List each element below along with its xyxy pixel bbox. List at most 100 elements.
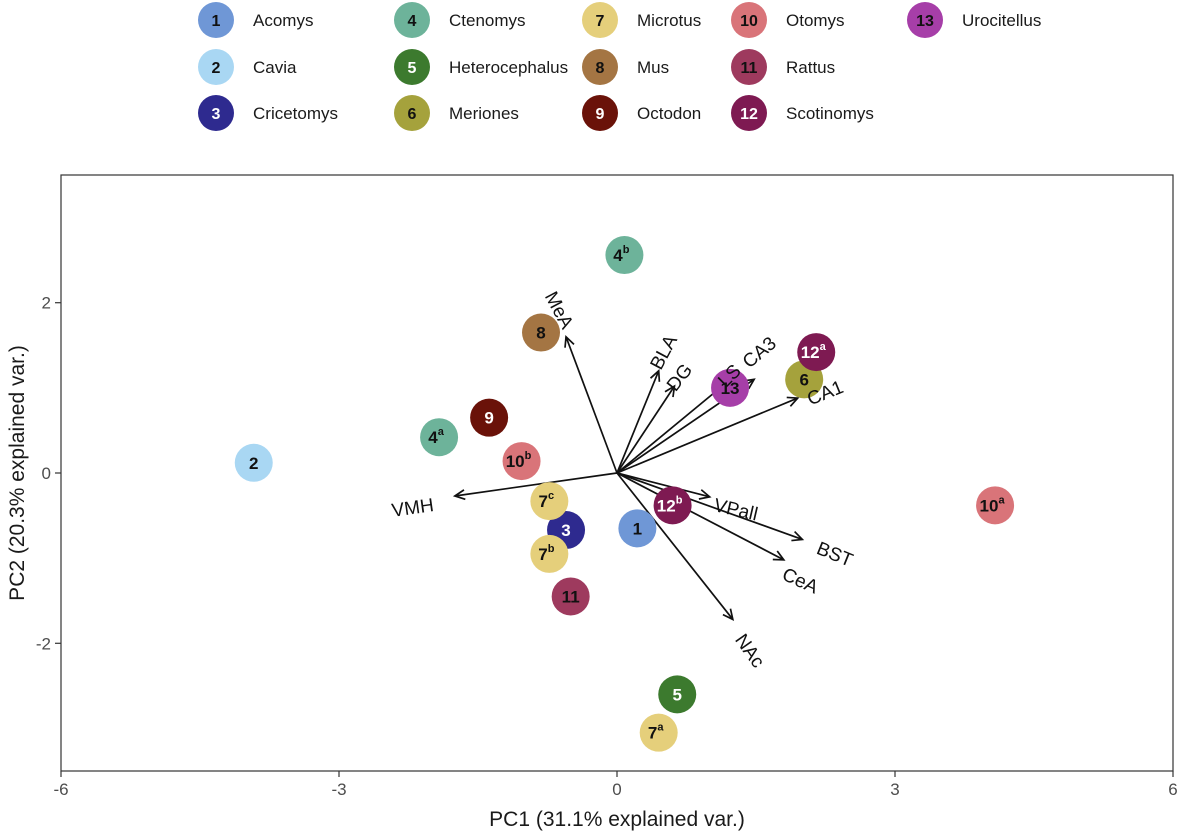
x-axis: -6 -3 0 3 6 <box>53 771 1178 799</box>
x-tick-label: -6 <box>53 780 68 799</box>
legend-label: Urocitellus <box>962 11 1041 30</box>
svg-text:11: 11 <box>562 587 580 606</box>
legend-item-cricetomys: 3 Cricetomys <box>198 95 338 131</box>
point-12b: 12b <box>653 486 692 525</box>
x-tick-label: 6 <box>1168 780 1177 799</box>
legend-swatch <box>198 95 234 131</box>
legend-label: Heterocephalus <box>449 58 568 77</box>
svg-text:9: 9 <box>484 409 493 428</box>
point-8: 8 <box>522 313 561 352</box>
point-12a: 12a <box>797 333 836 372</box>
legend-item-urocitellus: 13 Urocitellus <box>907 2 1041 38</box>
legend-number: 2 <box>212 60 221 77</box>
legend-label: Ctenomys <box>449 11 526 30</box>
point-4a: 4a <box>420 418 459 457</box>
legend-item-mus: 8 Mus <box>582 49 669 85</box>
legend-item-cavia: 2 Cavia <box>198 49 297 85</box>
point-11: 11 <box>551 577 590 616</box>
svg-text:6: 6 <box>799 370 808 389</box>
point-7b: 7b <box>530 534 569 573</box>
point-1: 1 <box>618 509 657 548</box>
legend-item-acomys: 1 Acomys <box>198 2 313 38</box>
legend-number: 5 <box>408 60 417 77</box>
y-tick-label: -2 <box>36 634 51 653</box>
point-7a: 7a <box>639 713 678 752</box>
loading-arrow-ca1 <box>616 396 800 474</box>
x-tick-label: -3 <box>331 780 346 799</box>
x-axis-title: PC1 (31.1% explained var.) <box>489 808 745 831</box>
loading-arrow-vmh <box>452 472 618 501</box>
svg-text:1: 1 <box>633 519 642 538</box>
legend-swatch <box>582 95 618 131</box>
legend-label: Otomys <box>786 11 845 30</box>
y-axis: -2 0 2 <box>36 294 61 653</box>
legend-number: 1 <box>212 13 221 30</box>
legend-number: 8 <box>596 60 605 77</box>
legend-label: Mus <box>637 58 669 77</box>
legend-swatch <box>731 95 767 131</box>
x-tick-label: 3 <box>890 780 899 799</box>
legend-swatch <box>907 2 943 38</box>
legend-number: 12 <box>740 106 758 123</box>
legend-number: 9 <box>596 106 605 123</box>
legend-swatch <box>582 2 618 38</box>
legend-item-scotinomys: 12 Scotinomys <box>731 95 874 131</box>
legend-swatch <box>731 2 767 38</box>
legend-swatch <box>394 49 430 85</box>
legend-number: 6 <box>408 106 417 123</box>
legend-label: Cavia <box>253 58 297 77</box>
legend-item-octodon: 9 Octodon <box>582 95 701 131</box>
point-7c: 7c <box>530 482 569 521</box>
legend-item-meriones: 6 Meriones <box>394 95 519 131</box>
legend-item-heterocephalus: 5 Heterocephalus <box>394 49 568 85</box>
point-5: 5 <box>658 675 697 714</box>
svg-text:13: 13 <box>721 379 740 398</box>
legend-swatch <box>198 49 234 85</box>
point-13: 13 <box>711 368 750 407</box>
point-9: 9 <box>470 398 509 437</box>
point-10b: 10b <box>502 442 541 481</box>
legend-number: 10 <box>740 13 758 30</box>
legend-item-otomys: 10 Otomys <box>731 2 845 38</box>
legend-label: Scotinomys <box>786 104 874 123</box>
legend-item-microtus: 7 Microtus <box>582 2 701 38</box>
loading-arrow-bst <box>616 472 805 542</box>
point-4b: 4b <box>605 236 644 275</box>
legend-label: Acomys <box>253 11 313 30</box>
y-tick-label: 2 <box>42 294 51 313</box>
y-axis-title: PC2 (20.3% explained var.) <box>6 345 29 601</box>
legend-label: Rattus <box>786 58 835 77</box>
loading-arrow-cea <box>616 472 786 561</box>
legend-item-ctenomys: 4 Ctenomys <box>394 2 526 38</box>
x-tick-label: 0 <box>612 780 621 799</box>
legend-label: Octodon <box>637 104 701 123</box>
legend-number: 7 <box>596 13 605 30</box>
legend-swatch <box>394 95 430 131</box>
legend-item-rattus: 11 Rattus <box>731 49 835 85</box>
legend-label: Cricetomys <box>253 104 338 123</box>
loading-arrows <box>452 334 805 621</box>
svg-text:2: 2 <box>249 454 258 473</box>
svg-text:3: 3 <box>561 521 570 540</box>
legend-swatch <box>731 49 767 85</box>
loading-arrow-dg <box>616 384 676 474</box>
loading-arrow-vpall <box>616 472 712 500</box>
y-tick-label: 0 <box>42 464 51 483</box>
score-points: 1 2 3 4a 4b 5 6 7a 7b 7c 8 9 10a 10b 11 12a 12b 13 <box>234 236 1015 752</box>
legend-swatch <box>394 2 430 38</box>
svg-text:8: 8 <box>536 324 545 343</box>
legend-number: 3 <box>212 106 221 123</box>
legend-swatch <box>198 2 234 38</box>
point-2: 2 <box>234 443 273 482</box>
legend-number: 13 <box>916 13 934 30</box>
legend-label: Microtus <box>637 11 701 30</box>
loading-arrow-mea <box>564 334 618 474</box>
legend: 1 Acomys 2 Cavia 3 Cricetomys 4 Ctenomys 5 Hetero… <box>198 2 1041 131</box>
legend-swatch <box>582 49 618 85</box>
legend-label: Meriones <box>449 104 519 123</box>
svg-text:5: 5 <box>672 685 681 704</box>
point-10a: 10a <box>976 486 1015 525</box>
legend-number: 4 <box>408 13 417 30</box>
loading-arrow-bla <box>616 369 661 474</box>
